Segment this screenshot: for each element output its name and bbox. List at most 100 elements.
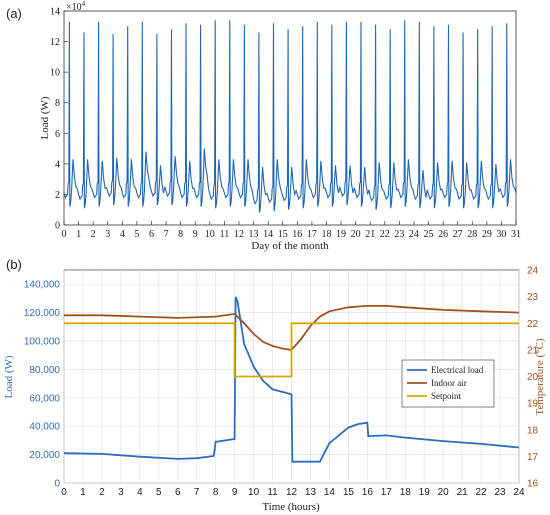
- y-tick-label-right: 19: [527, 399, 539, 410]
- x-tick-label: 22: [380, 229, 390, 240]
- y-tick-label-right: 17: [527, 452, 539, 463]
- y-tick-label-left: 80,000: [29, 365, 60, 376]
- x-tick-label: 20: [438, 487, 450, 498]
- y-tick-label-right: 20: [527, 372, 539, 383]
- x-tick-label: 4: [137, 487, 143, 498]
- x-tick-label: 6: [175, 487, 181, 498]
- y-tick-label-left: 0: [54, 479, 60, 490]
- x-tick-label: 21: [365, 229, 375, 240]
- x-ticks-a: 0 1 2 3 4 5 6 7 8 9 10 11 12 13 14 15 16 17 18 19 20 21 22 23 24…: [62, 221, 521, 240]
- x-tick-label: 23: [494, 487, 506, 498]
- x-tick-label: 5: [156, 487, 162, 498]
- x-tick-label: 0: [61, 487, 67, 498]
- x-tick-label: 25: [424, 229, 434, 240]
- x-tick-label: 13: [249, 229, 259, 240]
- x-tick-label: 11: [267, 487, 278, 498]
- y-tick-label: 2: [55, 190, 60, 201]
- y-tick-label: 4: [55, 159, 60, 170]
- x-tick-label: 31: [511, 229, 521, 240]
- chart-b: (b) 0 20,000 40,000 60,000 80,000 100,000 120,…: [3, 257, 546, 513]
- x-tick-label: 3: [105, 229, 110, 240]
- x-tick-label: 19: [419, 487, 431, 498]
- x-tick-label: 16: [362, 487, 374, 498]
- x-tick-label: 17: [381, 487, 393, 498]
- x-tick-label: 24: [513, 487, 525, 498]
- series-lines-b: [63, 296, 520, 463]
- y-axis-title-right-b: Temperature (°C): [534, 338, 546, 416]
- x-tick-label: 7: [194, 487, 200, 498]
- x-tick-label: 20: [351, 229, 361, 240]
- x-tick-label: 16: [292, 229, 302, 240]
- x-tick-label: 28: [467, 229, 477, 240]
- y-tick-label-left: 100,000: [24, 337, 61, 348]
- y-tick-label: 14: [50, 7, 60, 18]
- y-ticks-right-b: 16 17 18 19 20 21 22 23 24: [527, 266, 539, 490]
- x-tick-label: 26: [438, 229, 448, 240]
- y-tick-label-left: 20,000: [29, 450, 60, 461]
- y-ticks-left-b: 0 20,000 40,000 60,000 80,000 100,000 120,000 1…: [24, 280, 61, 490]
- x-tick-label: 27: [453, 229, 463, 240]
- y-tick-label-right: 24: [527, 266, 539, 277]
- y-tick-label: 0: [55, 221, 60, 232]
- y-tick-label-right: 16: [527, 479, 539, 490]
- x-tick-label: 15: [278, 229, 288, 240]
- x-tick-label: 30: [496, 229, 506, 240]
- x-tick-label: 15: [343, 487, 355, 498]
- x-ticks-b: 0 1 2 3 4 5 6 7 8 9 10 11 12 13 14 15 16 17 18 19 20 21 22 23 24: [61, 487, 525, 498]
- x-tick-label: 0: [62, 229, 67, 240]
- y-tick-label-left: 60,000: [29, 393, 60, 404]
- x-tick-label: 10: [248, 487, 260, 498]
- series-load-line-a: [63, 20, 517, 213]
- legend-label: Electrical load: [431, 365, 484, 375]
- y-tick-label-right: 18: [527, 425, 539, 436]
- x-tick-label: 29: [482, 229, 492, 240]
- legend-label: Indoor air: [431, 378, 467, 388]
- x-tick-label: 17: [307, 229, 317, 240]
- x-tick-label: 12: [234, 229, 244, 240]
- series-line-setpoint: [64, 322, 519, 378]
- legend-b: Electrical load Indoor air Setpoint: [401, 359, 495, 408]
- x-tick-label: 1: [76, 229, 81, 240]
- x-tick-label: 24: [409, 229, 419, 240]
- x-tick-label: 11: [220, 229, 230, 240]
- legend-label: Setpoint: [431, 391, 462, 401]
- x-tick-label: 21: [457, 487, 469, 498]
- x-axis-title-a: Day of the month: [251, 240, 329, 252]
- x-tick-label: 10: [205, 229, 215, 240]
- x-tick-label: 19: [336, 229, 346, 240]
- x-tick-label: 12: [286, 487, 298, 498]
- x-tick-label: 6: [149, 229, 154, 240]
- y-tick-label: 8: [55, 98, 60, 109]
- x-tick-label: 8: [213, 487, 219, 498]
- y-tick-label: 6: [55, 129, 60, 140]
- x-tick-label: 1: [80, 487, 86, 498]
- y-tick-label-right: 21: [527, 345, 539, 356]
- x-tick-label: 18: [321, 229, 331, 240]
- x-tick-label: 23: [394, 229, 404, 240]
- x-tick-label: 5: [134, 229, 139, 240]
- x-tick-label: 9: [193, 229, 198, 240]
- y-tick-label-left: 40,000: [29, 422, 60, 433]
- panel-label-a: (a): [6, 6, 22, 21]
- x-tick-label: 8: [178, 229, 183, 240]
- x-tick-label: 3: [118, 487, 124, 498]
- y-axis-title-left-b: Load (W): [3, 355, 15, 398]
- x-tick-label: 14: [324, 487, 336, 498]
- y-tick-label: 10: [50, 68, 60, 79]
- x-tick-label: 2: [99, 487, 105, 498]
- y-multiplier-a: ×104: [66, 0, 86, 13]
- series-line-electrical-load: [63, 296, 520, 463]
- y-axis-title-a: Load (W): [39, 96, 51, 139]
- y-tick-label-left: 120,000: [24, 308, 61, 319]
- panel-label-b: (b): [6, 257, 22, 272]
- y-tick-label-right: 23: [527, 292, 539, 303]
- x-tick-label: 18: [400, 487, 412, 498]
- y-tick-label-right: 22: [527, 319, 539, 330]
- x-tick-label: 14: [263, 229, 273, 240]
- x-tick-label: 9: [232, 487, 238, 498]
- x-tick-label: 22: [476, 487, 488, 498]
- x-axis-title-b: Time (hours): [262, 501, 320, 513]
- x-tick-label: 7: [164, 229, 169, 240]
- y-ticks-a: 0 2 4 6 8 10 12 14: [50, 7, 68, 232]
